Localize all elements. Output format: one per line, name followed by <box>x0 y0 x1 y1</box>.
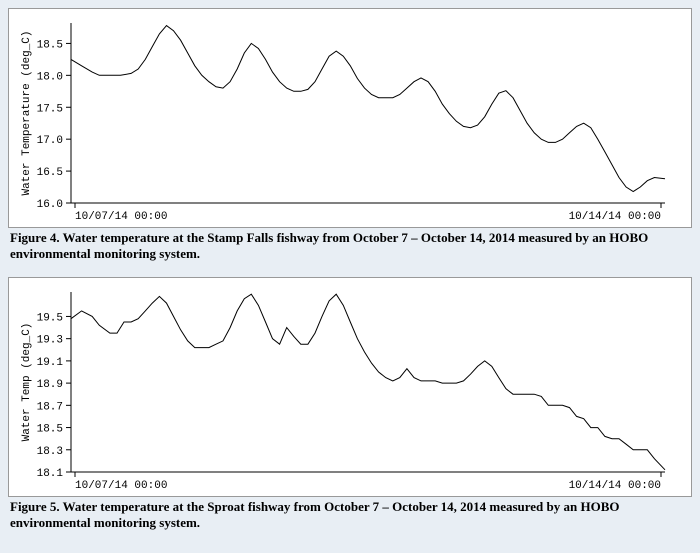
svg-text:Water Temperature (deg_C): Water Temperature (deg_C) <box>21 30 33 195</box>
svg-text:10/14/14 00:00: 10/14/14 00:00 <box>569 480 661 492</box>
svg-text:18.7: 18.7 <box>37 401 63 413</box>
svg-text:17.5: 17.5 <box>37 103 63 115</box>
svg-text:10/14/14 00:00: 10/14/14 00:00 <box>569 211 661 223</box>
svg-text:16.0: 16.0 <box>37 199 63 211</box>
svg-text:10/07/14 00:00: 10/07/14 00:00 <box>75 480 167 492</box>
figure4-chart: 16.0 16.5 17.0 17.5 18.0 18.5 10/07/14 00:00 10… <box>8 8 692 228</box>
svg-text:Water Temp (deg_C): Water Temp (deg_C) <box>21 322 33 441</box>
svg-text:19.3: 19.3 <box>37 334 63 346</box>
svg-text:19.1: 19.1 <box>37 356 64 368</box>
svg-text:10/07/14 00:00: 10/07/14 00:00 <box>75 211 167 223</box>
figure5-svg: 18.1 18.3 18.5 18.7 18.9 19.1 19.3 19.5 10/07/14… <box>15 284 675 494</box>
svg-text:18.1: 18.1 <box>37 468 64 480</box>
figure4-svg: 16.0 16.5 17.0 17.5 18.0 18.5 10/07/14 00:00 10… <box>15 15 675 225</box>
svg-text:18.3: 18.3 <box>37 445 63 457</box>
svg-text:18.0: 18.0 <box>37 71 63 83</box>
figure5-chart: 18.1 18.3 18.5 18.7 18.9 19.1 19.3 19.5 10/07/14… <box>8 277 692 497</box>
svg-text:18.9: 18.9 <box>37 379 63 391</box>
svg-text:17.0: 17.0 <box>37 135 63 147</box>
figure5-caption: Figure 5. Water temperature at the Sproa… <box>10 499 690 532</box>
svg-text:18.5: 18.5 <box>37 39 63 51</box>
figure4-caption: Figure 4. Water temperature at the Stamp… <box>10 230 690 263</box>
svg-text:18.5: 18.5 <box>37 423 63 435</box>
svg-text:16.5: 16.5 <box>37 167 63 179</box>
svg-text:19.5: 19.5 <box>37 312 63 324</box>
